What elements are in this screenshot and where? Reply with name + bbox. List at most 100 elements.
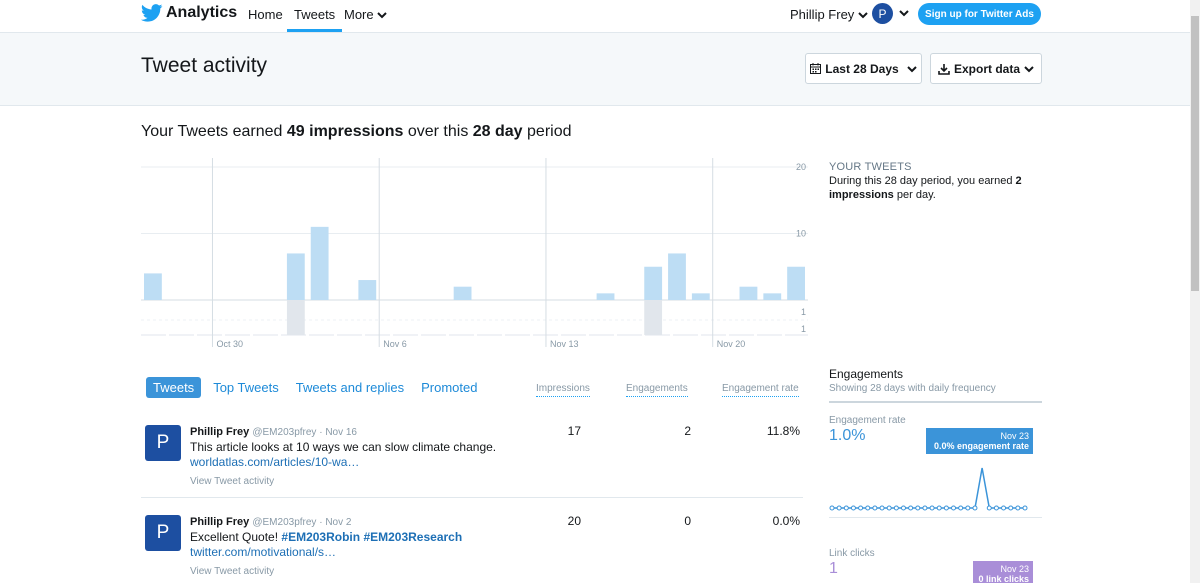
sparkline-point xyxy=(858,505,864,511)
tweet-impressions: 17 xyxy=(567,424,581,438)
analytics-brand[interactable]: Analytics xyxy=(141,4,237,22)
sparkline-point xyxy=(1022,505,1028,511)
your-tweets-panel: YOUR TWEETS During this 28 day period, y… xyxy=(829,160,1044,202)
impressions-bar xyxy=(668,253,686,300)
sparkline-point xyxy=(865,505,871,511)
tweet-author-name: Phillip Frey xyxy=(190,426,250,438)
user-name: Phillip Frey xyxy=(790,7,855,22)
sparkline-point xyxy=(936,505,942,511)
x-tick-label: Nov 13 xyxy=(550,339,579,349)
sparkline-point xyxy=(908,505,914,511)
tweet-link[interactable]: twitter.com/motivational/s… xyxy=(190,545,337,559)
column-impressions[interactable]: Impressions xyxy=(536,383,590,397)
scrollbar[interactable] xyxy=(1190,0,1200,583)
engagements-bar xyxy=(644,300,663,335)
tweet-row[interactable]: P Phillip Frey @EM203pfrey · Nov 16 This… xyxy=(141,408,803,498)
engagement-rate-sparkline[interactable] xyxy=(829,460,1034,516)
tweet-tabs: Tweets Top Tweets Tweets and replies Pro… xyxy=(146,377,495,398)
engagement-rate-label: Engagement rate xyxy=(829,415,906,426)
tweet-text-body: Excellent Quote! xyxy=(190,530,279,544)
chevron-down-icon[interactable] xyxy=(899,9,909,17)
summary-prefix: Your Tweets earned xyxy=(141,123,283,140)
avatar[interactable]: P xyxy=(145,425,181,461)
nav-more-label: More xyxy=(344,7,374,22)
sparkline-point xyxy=(958,505,964,511)
column-engagement-rate[interactable]: Engagement rate xyxy=(722,383,799,397)
chevron-down-icon xyxy=(906,65,917,72)
avatar[interactable]: P xyxy=(872,3,893,24)
view-tweet-activity-link[interactable]: View Tweet activity xyxy=(190,566,275,577)
scrollbar-thumb[interactable] xyxy=(1191,16,1199,291)
tooltip-text: 0 link clicks xyxy=(978,574,1029,583)
tweet-text: Excellent Quote! #EM203Robin #EM203Resea… xyxy=(190,530,462,544)
tweet-link[interactable]: worldatlas.com/articles/10-wa… xyxy=(190,455,360,469)
chevron-down-icon xyxy=(1024,65,1034,72)
nav-home[interactable]: Home xyxy=(248,7,283,22)
impressions-bar xyxy=(739,286,758,300)
sparkline-point xyxy=(986,505,992,511)
date-range-button[interactable]: Last 28 Days xyxy=(805,53,922,84)
tweet-engagement-rate: 11.8% xyxy=(766,424,800,438)
summary-period: 28 day xyxy=(472,123,523,140)
link-clicks-value: 1 xyxy=(829,560,838,577)
engagements-subtitle: Showing 28 days with daily frequency xyxy=(829,383,996,394)
sign-up-ads-button[interactable]: Sign up for Twitter Ads xyxy=(918,3,1041,25)
tooltip-text: 0.0% engagement rate xyxy=(933,441,1029,451)
page-title: Tweet activity xyxy=(141,54,268,77)
sparkline-point xyxy=(1015,505,1021,511)
impressions-bar xyxy=(787,266,805,300)
tab-tweets-and-replies[interactable]: Tweets and replies xyxy=(295,380,405,395)
column-engagements[interactable]: Engagements xyxy=(626,383,688,397)
impressions-summary: Your Tweets earned 49 impressions over t… xyxy=(141,123,572,141)
view-tweet-activity-link[interactable]: View Tweet activity xyxy=(190,476,275,487)
export-data-button[interactable]: Export data xyxy=(930,53,1042,84)
tweet-text: This article looks at 10 ways we can slo… xyxy=(190,440,497,454)
sparkline-point xyxy=(951,505,957,511)
engagements-bar xyxy=(286,300,305,335)
engagement-rate-value: 1.0% xyxy=(829,427,866,444)
brand-label: Analytics xyxy=(166,4,238,21)
divider xyxy=(829,517,1042,518)
sparkline-point xyxy=(836,505,842,511)
x-tick-label: Oct 30 xyxy=(216,339,243,349)
tab-tweets[interactable]: Tweets xyxy=(146,377,202,398)
tweet-impressions: 20 xyxy=(567,514,581,528)
page-header: Tweet activity Last 28 Days Export data xyxy=(0,32,1190,106)
hashtag-link[interactable]: #EM203Research xyxy=(363,530,463,544)
tweet-row[interactable]: P Phillip Frey @EM203pfrey · Nov 2 Excel… xyxy=(141,497,803,587)
summary-middle: over this xyxy=(407,123,469,140)
hashtag-link[interactable]: #EM203Robin xyxy=(281,530,361,544)
y-tick-label: 1 xyxy=(801,307,806,317)
x-tick-label: Nov 6 xyxy=(383,339,407,349)
sparkline-point xyxy=(1001,505,1007,511)
sparkline-point xyxy=(915,505,921,511)
tweet-engagements: 2 xyxy=(684,424,691,438)
tweet-author: Phillip Frey @EM203pfrey · Nov 16 xyxy=(190,426,357,438)
impressions-bar xyxy=(596,293,615,300)
avatar[interactable]: P xyxy=(145,515,181,551)
impressions-bar xyxy=(358,280,377,300)
date-range-label: Last 28 Days xyxy=(825,61,899,76)
nav-tweets[interactable]: Tweets xyxy=(287,7,343,32)
impressions-bar xyxy=(144,273,162,300)
impressions-bar xyxy=(310,226,329,300)
sparkline-line xyxy=(832,467,1025,509)
sparkline-point xyxy=(829,505,835,511)
nav-more[interactable]: More xyxy=(344,7,387,22)
sparkline-point xyxy=(929,505,935,511)
chevron-down-icon xyxy=(376,11,387,18)
sparkline-point xyxy=(850,505,856,511)
tab-promoted[interactable]: Promoted xyxy=(421,380,478,395)
link-clicks-label: Link clicks xyxy=(829,548,875,559)
calendar-icon xyxy=(810,63,822,74)
impressions-bar xyxy=(691,293,710,300)
your-tweets-text-b: per day. xyxy=(896,189,936,201)
twitter-bird-icon xyxy=(141,4,163,22)
tweet-author: Phillip Frey @EM203pfrey · Nov 2 xyxy=(190,516,351,528)
tab-top-tweets[interactable]: Top Tweets xyxy=(213,380,279,395)
sparkline-point xyxy=(872,505,878,511)
engagement-rate-tooltip: Nov 23 0.0% engagement rate xyxy=(926,428,1033,454)
user-menu[interactable]: Phillip Frey xyxy=(790,7,869,22)
sparkline-point xyxy=(943,505,949,511)
impressions-bar xyxy=(453,286,472,300)
